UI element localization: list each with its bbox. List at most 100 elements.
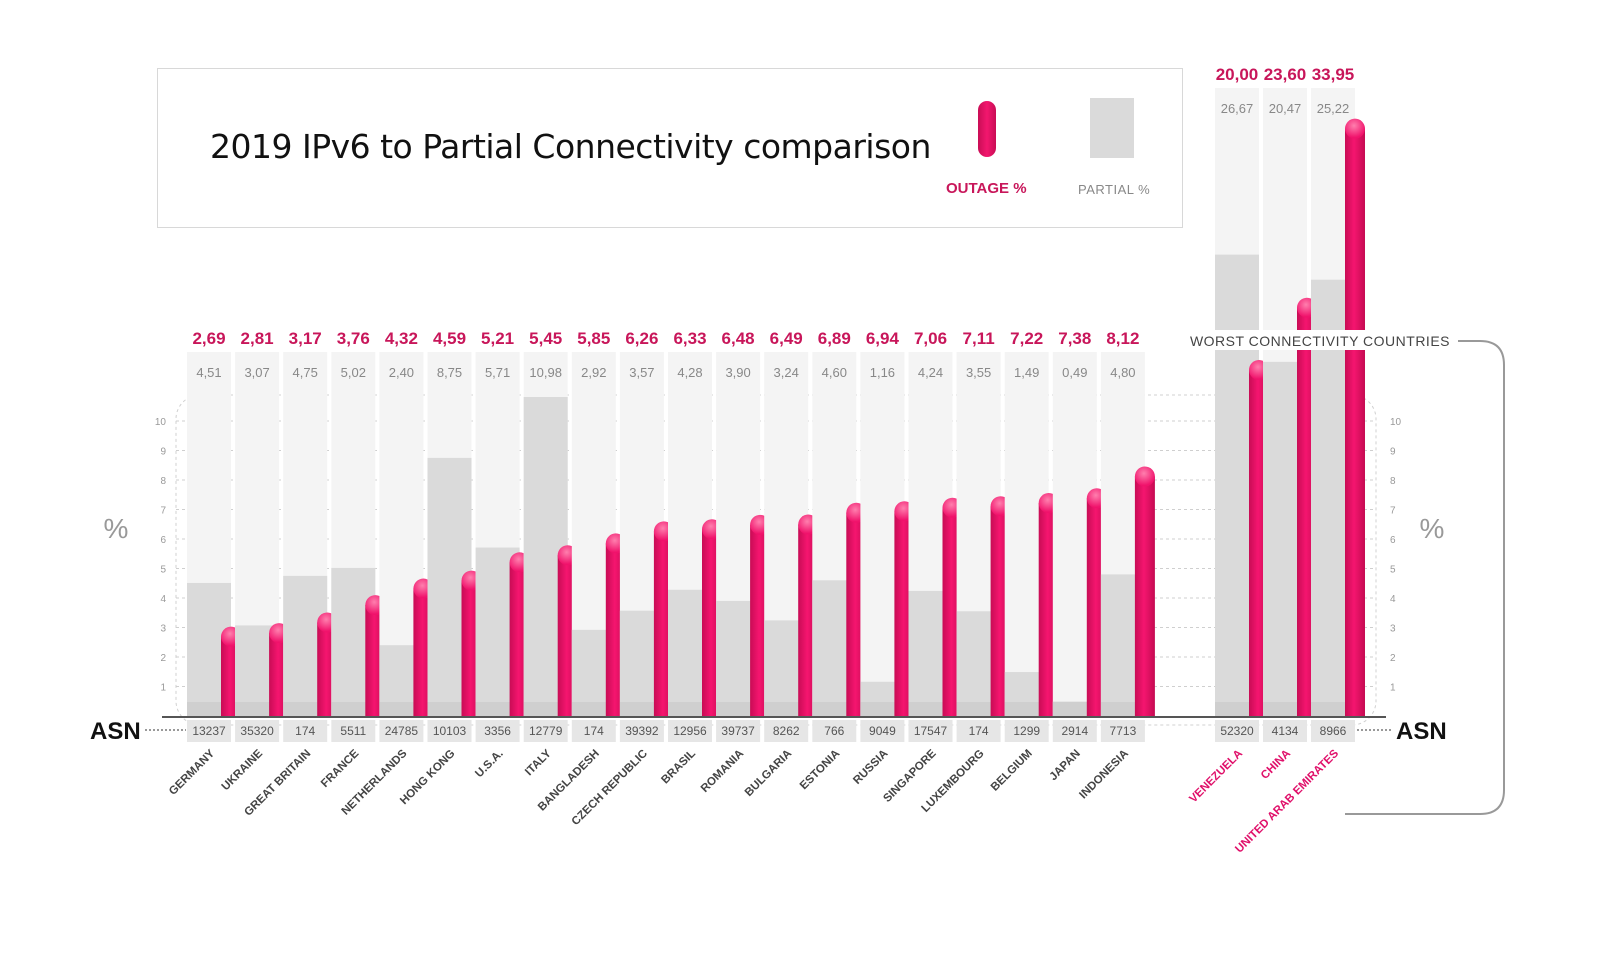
y-tick-label-right: 2 xyxy=(1390,653,1396,664)
partial-value-label: 1,16 xyxy=(870,365,895,380)
outage-value-label: 6,89 xyxy=(818,329,851,348)
asn-cell xyxy=(187,720,231,742)
bar-shadow xyxy=(523,702,568,716)
asn-label-right: ASN xyxy=(1396,718,1447,745)
asn-cell xyxy=(908,720,953,742)
partial-value-label: 4,24 xyxy=(918,365,943,380)
asn-cell xyxy=(523,720,568,742)
asn-value: 4134 xyxy=(1272,724,1299,738)
asn-cell xyxy=(571,720,616,742)
asn-cell xyxy=(812,720,857,742)
asn-value: 24785 xyxy=(385,724,419,738)
chart-title: 2019 IPv6 to Partial Connectivity compar… xyxy=(210,127,931,166)
partial-value-label: 25,22 xyxy=(1317,101,1350,116)
asn-value: 39737 xyxy=(721,724,755,738)
country-label: BELGIUM xyxy=(989,748,1035,794)
asn-value: 2914 xyxy=(1061,724,1088,738)
y-axis-label-right: % xyxy=(1420,513,1445,544)
outage-value-label: 7,38 xyxy=(1058,329,1091,348)
outage-bar xyxy=(1345,128,1365,717)
bar-shadow xyxy=(860,702,905,716)
asn-value: 39392 xyxy=(625,724,659,738)
outage-value-label: 7,22 xyxy=(1010,329,1043,348)
asn-value: 174 xyxy=(295,724,315,738)
y-tick-label-left: 10 xyxy=(155,417,167,428)
asn-cell xyxy=(427,720,472,742)
y-tick-label-left: 9 xyxy=(160,447,166,458)
worst-countries-label: WORST CONNECTIVITY COUNTRIES xyxy=(1190,333,1450,349)
partial-value-label: 3,07 xyxy=(244,365,269,380)
y-tick-label-left: 6 xyxy=(160,535,166,546)
partial-value-label: 2,92 xyxy=(581,365,606,380)
asn-value: 10103 xyxy=(433,724,467,738)
asn-value: 8966 xyxy=(1320,724,1347,738)
partial-value-label: 4,80 xyxy=(1110,365,1135,380)
asn-cell xyxy=(331,720,376,742)
outage-value-label: 2,81 xyxy=(241,329,274,348)
asn-value: 9049 xyxy=(869,724,896,738)
asn-cell xyxy=(956,720,1001,742)
bar-shadow xyxy=(1311,702,1355,716)
partial-value-label: 3,90 xyxy=(725,365,750,380)
partial-value-label: 2,40 xyxy=(389,365,414,380)
legend-partial-label: PARTIAL % xyxy=(1078,182,1151,197)
country-label: RUSSIA xyxy=(851,748,890,787)
y-tick-label-right: 7 xyxy=(1390,506,1396,517)
bar-shadow xyxy=(1263,702,1307,716)
y-tick-label-left: 1 xyxy=(160,683,166,694)
y-tick-label-left: 2 xyxy=(160,653,166,664)
asn-value: 35320 xyxy=(240,724,274,738)
bar-shadow xyxy=(908,702,953,716)
bar-shadow xyxy=(1100,702,1145,716)
partial-value-label: 20,47 xyxy=(1269,101,1302,116)
y-tick-label-right: 8 xyxy=(1390,476,1396,487)
bar-shadow xyxy=(619,702,664,716)
country-label: ITALY xyxy=(523,747,554,778)
outage-value-label: 8,12 xyxy=(1106,329,1139,348)
partial-value-label: 8,75 xyxy=(437,365,462,380)
country-label: INDONESIA xyxy=(1077,748,1131,802)
asn-value: 13237 xyxy=(192,724,226,738)
outage-value-label: 2,69 xyxy=(192,329,225,348)
bar-shadow xyxy=(716,702,761,716)
country-label: BRASIL xyxy=(659,748,698,787)
y-tick-label-left: 4 xyxy=(160,594,166,605)
y-tick-label-right: 3 xyxy=(1390,624,1396,635)
country-label: UKRAINE xyxy=(220,747,266,793)
outage-value-label: 7,06 xyxy=(914,329,947,348)
partial-value-label: 4,60 xyxy=(822,365,847,380)
asn-value: 1299 xyxy=(1013,724,1040,738)
asn-value: 12779 xyxy=(529,724,563,738)
legend-outage-label: OUTAGE % xyxy=(946,180,1027,197)
partial-bar xyxy=(1052,701,1097,716)
partial-value-label: 26,67 xyxy=(1221,101,1254,116)
bar-shadow xyxy=(379,702,424,716)
partial-value-label: 3,55 xyxy=(966,365,991,380)
asn-cell xyxy=(764,720,809,742)
legend-box: 2019 IPv6 to Partial Connectivity compar… xyxy=(157,68,1183,228)
country-label: CHINA xyxy=(1259,748,1293,782)
y-tick-label-left: 8 xyxy=(160,476,166,487)
asn-value: 5511 xyxy=(340,724,366,738)
y-tick-label-right: 4 xyxy=(1390,594,1396,605)
partial-value-label: 0,49 xyxy=(1062,365,1087,380)
country-label: ESTONIA xyxy=(798,748,842,792)
country-label: UNITED ARAB EMIRATES xyxy=(1233,747,1341,855)
asn-cell xyxy=(1215,720,1259,742)
bar-shadow xyxy=(1215,702,1259,716)
asn-label-left: ASN xyxy=(90,718,141,745)
country-label: JAPAN xyxy=(1047,748,1082,783)
legend-partial-swatch xyxy=(1090,98,1134,158)
bar-shadow xyxy=(283,702,328,716)
asn-value: 766 xyxy=(824,724,844,738)
outage-bar-cap xyxy=(1134,466,1155,487)
y-tick-label-right: 5 xyxy=(1390,565,1396,576)
outage-value-label: 5,21 xyxy=(481,329,514,348)
bar-shadow xyxy=(812,702,857,716)
asn-cell xyxy=(860,720,905,742)
bar-shadow xyxy=(764,702,809,716)
y-tick-label-right: 6 xyxy=(1390,535,1396,546)
country-label: VENEZUELA xyxy=(1187,748,1245,806)
asn-cell xyxy=(379,720,424,742)
